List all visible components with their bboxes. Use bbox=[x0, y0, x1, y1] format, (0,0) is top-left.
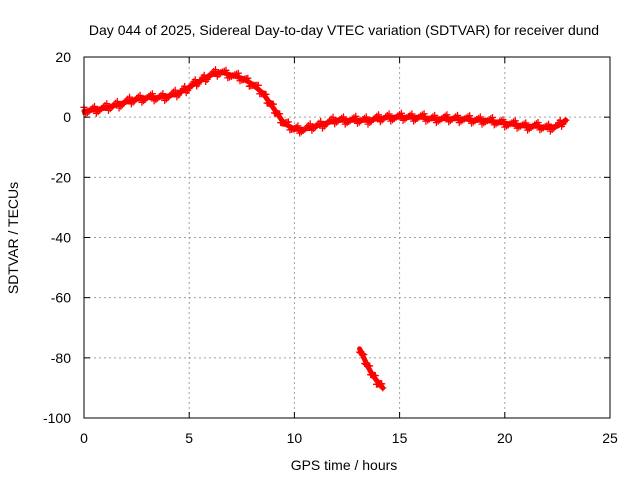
data-point-marker bbox=[420, 110, 428, 118]
data-point-marker bbox=[113, 97, 121, 105]
series-markers bbox=[80, 66, 570, 137]
y-tick-label: 20 bbox=[55, 49, 71, 65]
axis-ticks: 0 5 10 15 20 25 -100 -80 -60 -40 -20 0 20 bbox=[43, 49, 618, 446]
data-point-marker bbox=[244, 74, 252, 82]
data-point-marker bbox=[371, 372, 379, 380]
y-tick-label: -20 bbox=[51, 169, 71, 185]
data-point-marker bbox=[306, 120, 314, 128]
data-point-marker bbox=[294, 122, 302, 130]
data-point-marker bbox=[254, 81, 262, 89]
data-point-marker bbox=[91, 102, 98, 110]
plot-area bbox=[84, 57, 610, 418]
data-point-marker bbox=[234, 69, 242, 77]
data-series bbox=[80, 66, 570, 392]
data-point-marker bbox=[360, 351, 368, 359]
x-axis-label: GPS time / hours bbox=[291, 457, 398, 473]
data-point-marker bbox=[136, 91, 144, 99]
data-point-marker bbox=[148, 90, 156, 98]
data-point-marker bbox=[276, 110, 284, 118]
x-tick-label: 25 bbox=[602, 430, 618, 446]
y-tick-label: -100 bbox=[43, 410, 71, 426]
data-point-marker bbox=[340, 113, 347, 121]
data-point-marker bbox=[545, 120, 553, 128]
y-tick-label: 0 bbox=[63, 109, 71, 125]
data-point-marker bbox=[171, 86, 179, 94]
data-point-marker bbox=[560, 118, 568, 126]
y-tick-label: -80 bbox=[51, 350, 71, 366]
x-tick-label: 20 bbox=[497, 430, 513, 446]
y-tick-label: -60 bbox=[51, 290, 71, 306]
data-point-marker bbox=[352, 112, 360, 120]
data-point-marker bbox=[397, 109, 405, 117]
x-tick-label: 10 bbox=[287, 430, 303, 446]
series-markers bbox=[356, 348, 387, 392]
data-point-marker bbox=[534, 119, 542, 126]
data-point-marker bbox=[262, 90, 270, 98]
data-point-marker bbox=[385, 110, 393, 118]
data-point-marker bbox=[375, 111, 383, 119]
data-point-marker bbox=[103, 100, 111, 108]
data-point-marker bbox=[431, 111, 439, 119]
data-point-marker bbox=[212, 66, 219, 74]
data-point-marker bbox=[200, 71, 208, 79]
data-point-marker bbox=[284, 118, 292, 126]
data-point-marker bbox=[454, 111, 461, 119]
data-point-marker bbox=[269, 100, 277, 108]
data-point-marker bbox=[562, 116, 570, 124]
chart-title: Day 044 of 2025, Sidereal Day-to-day VTE… bbox=[89, 22, 599, 38]
data-point-marker bbox=[522, 119, 530, 127]
data-point-marker bbox=[181, 82, 189, 90]
data-point-marker bbox=[489, 114, 496, 121]
y-tick-label: -40 bbox=[51, 230, 71, 246]
data-point-marker bbox=[379, 384, 387, 392]
x-tick-label: 15 bbox=[392, 430, 408, 446]
data-point-marker bbox=[366, 362, 374, 370]
data-point-marker bbox=[317, 117, 325, 125]
data-point-marker bbox=[159, 90, 167, 98]
data-point-marker bbox=[466, 112, 474, 120]
x-tick-label: 5 bbox=[185, 430, 193, 446]
data-point-marker bbox=[511, 117, 519, 125]
x-tick-label: 0 bbox=[80, 430, 88, 446]
data-point-marker bbox=[191, 76, 199, 84]
data-point-marker bbox=[499, 116, 507, 124]
data-point-marker bbox=[329, 113, 337, 121]
data-point-marker bbox=[126, 93, 134, 101]
data-point-marker bbox=[476, 113, 484, 121]
y-axis-label: SDTVAR / TECUs bbox=[5, 182, 21, 294]
data-point-marker bbox=[222, 66, 230, 74]
data-point-marker bbox=[378, 380, 386, 388]
data-point-marker bbox=[362, 113, 370, 121]
data-point-marker bbox=[443, 111, 451, 119]
data-point-marker bbox=[408, 110, 416, 118]
